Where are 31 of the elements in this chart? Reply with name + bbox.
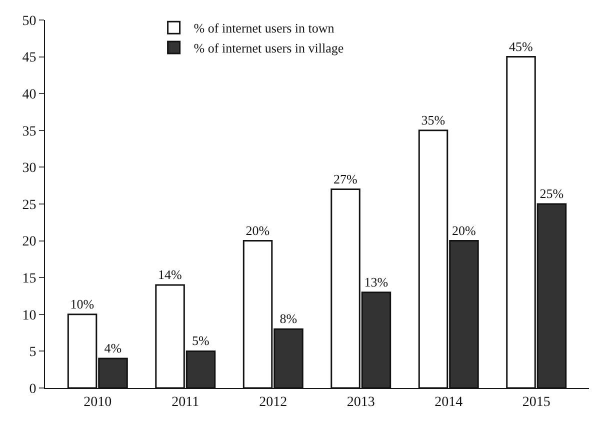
y-tick-label: 5 — [29, 345, 36, 360]
y-tick-label: 40 — [22, 88, 36, 102]
data-label: 25% — [540, 186, 564, 201]
y-tick-label: 45 — [22, 50, 36, 66]
x-tick-label: 2011 — [172, 394, 200, 410]
data-label: 20% — [246, 222, 270, 238]
x-tick-label: 2012 — [259, 394, 288, 410]
data-label: 45% — [509, 38, 533, 54]
y-tick-label: 30 — [22, 161, 36, 176]
y-tick-label: 50 — [22, 14, 36, 29]
y-tick-label: 10 — [22, 308, 36, 324]
y-tick-label: 35 — [22, 124, 36, 140]
data-label: 10% — [70, 296, 94, 312]
x-tick-label: 2015 — [522, 394, 550, 410]
legend-label: % of internet users in town — [194, 20, 335, 36]
y-tick-label: 0 — [29, 382, 36, 397]
data-label: 35% — [421, 112, 446, 128]
y-tick-label: 15 — [22, 272, 36, 286]
x-tick-label: 2013 — [346, 394, 375, 410]
data-label: 27% — [334, 171, 358, 186]
y-tick-label: 20 — [22, 234, 36, 250]
y-tick-label: 25 — [22, 198, 36, 213]
data-label: 20% — [452, 222, 476, 238]
data-label: 8% — [280, 311, 298, 326]
x-tick-label: 2014 — [434, 394, 463, 410]
legend-label: % of internet users in village — [194, 40, 344, 56]
data-label: 14% — [158, 266, 182, 282]
x-tick-label: 2010 — [84, 394, 112, 410]
data-label: 4% — [104, 340, 122, 356]
data-label: 13% — [364, 274, 388, 290]
data-label: 5% — [192, 333, 210, 348]
